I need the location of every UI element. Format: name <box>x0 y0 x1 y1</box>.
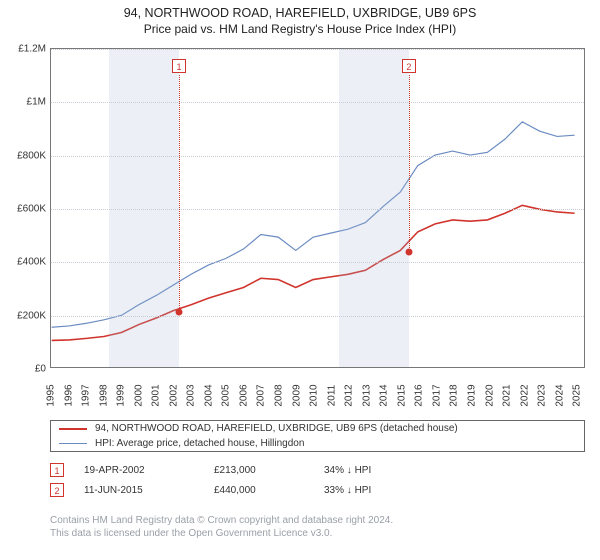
transaction-date: 19-APR-2002 <box>84 465 214 476</box>
x-axis-label: 2010 <box>309 384 320 406</box>
x-axis-label: 2001 <box>151 384 162 406</box>
legend: 94, NORTHWOOD ROAD, HAREFIELD, UXBRIDGE,… <box>50 420 585 452</box>
x-axis-label: 2002 <box>168 384 179 406</box>
legend-swatch <box>59 428 87 430</box>
y-axis-label: £200K <box>6 310 46 321</box>
y-gridline <box>51 209 584 210</box>
x-axis-label: 2007 <box>256 384 267 406</box>
legend-item: HPI: Average price, detached house, Hill… <box>51 436 584 451</box>
x-axis-label: 1999 <box>116 384 127 406</box>
legend-swatch <box>59 443 87 444</box>
y-axis-label: £400K <box>6 257 46 268</box>
x-axis-label: 2008 <box>274 384 285 406</box>
legend-item: 94, NORTHWOOD ROAD, HAREFIELD, UXBRIDGE,… <box>51 421 584 436</box>
legend-label: HPI: Average price, detached house, Hill… <box>95 438 304 449</box>
x-axis-label: 2004 <box>203 384 214 406</box>
y-axis-label: £0 <box>6 364 46 375</box>
x-axis-label: 1997 <box>81 384 92 406</box>
x-axis-label: 2024 <box>554 384 565 406</box>
shaded-range <box>109 49 179 367</box>
transaction-flag: 2 <box>50 483 64 497</box>
x-axis-label: 2005 <box>221 384 232 406</box>
x-axis-label: 2025 <box>572 384 583 406</box>
chart-plot-area: £0£200K£400K£600K£800K£1M£1.2M1995199619… <box>50 48 585 368</box>
x-axis-label: 2020 <box>484 384 495 406</box>
x-axis-label: 2011 <box>326 385 337 407</box>
x-axis-label: 2015 <box>396 384 407 406</box>
x-axis-label: 2012 <box>344 384 355 406</box>
x-axis-label: 2018 <box>449 384 460 406</box>
y-gridline <box>51 316 584 317</box>
x-axis-label: 2000 <box>133 384 144 406</box>
x-axis-label: 2013 <box>361 384 372 406</box>
x-axis-label: 2021 <box>502 384 513 406</box>
x-axis-label: 1996 <box>63 384 74 406</box>
x-axis-label: 1995 <box>46 384 57 406</box>
shaded-range <box>339 49 409 367</box>
footer: Contains HM Land Registry data © Crown c… <box>50 514 393 540</box>
price-marker <box>405 248 412 255</box>
y-gridline <box>51 156 584 157</box>
x-axis-label: 2006 <box>238 384 249 406</box>
transaction-diff: 34% ↓ HPI <box>324 465 434 476</box>
x-axis-label: 2014 <box>379 384 390 406</box>
transaction-row: 1 19-APR-2002£213,00034% ↓ HPI <box>50 460 585 480</box>
transaction-price: £213,000 <box>214 465 324 476</box>
x-axis-label: 2016 <box>414 384 425 406</box>
flag-marker: 2 <box>402 59 416 73</box>
x-axis-label: 2017 <box>431 384 442 406</box>
y-axis-label: £1M <box>6 97 46 108</box>
footer-line-2: This data is licensed under the Open Gov… <box>50 527 393 540</box>
x-axis-label: 2023 <box>537 384 548 406</box>
y-axis-label: £600K <box>6 204 46 215</box>
flag-connector-line <box>409 75 410 252</box>
flag-marker: 1 <box>172 59 186 73</box>
x-axis-label: 2003 <box>186 384 197 406</box>
transaction-row: 2 11-JUN-2015£440,00033% ↓ HPI <box>50 480 585 500</box>
transaction-price: £440,000 <box>214 485 324 496</box>
title-main: 94, NORTHWOOD ROAD, HAREFIELD, UXBRIDGE,… <box>0 6 600 20</box>
y-gridline <box>51 102 584 103</box>
x-axis-label: 1998 <box>98 384 109 406</box>
y-axis-label: £1.2M <box>6 44 46 55</box>
x-axis-label: 2022 <box>519 384 530 406</box>
y-gridline <box>51 49 584 50</box>
price-marker <box>176 309 183 316</box>
titles: 94, NORTHWOOD ROAD, HAREFIELD, UXBRIDGE,… <box>0 0 600 36</box>
transaction-flag: 1 <box>50 463 64 477</box>
y-gridline <box>51 262 584 263</box>
footer-line-1: Contains HM Land Registry data © Crown c… <box>50 514 393 527</box>
flag-connector-line <box>179 75 180 312</box>
x-axis-label: 2019 <box>466 384 477 406</box>
x-axis-label: 2009 <box>291 384 302 406</box>
transaction-date: 11-JUN-2015 <box>84 485 214 496</box>
title-sub: Price paid vs. HM Land Registry's House … <box>0 22 600 36</box>
transaction-diff: 33% ↓ HPI <box>324 485 434 496</box>
transactions-table: 1 19-APR-2002£213,00034% ↓ HPI 2 11-JUN-201… <box>50 460 585 500</box>
y-axis-label: £800K <box>6 150 46 161</box>
chart-container: 94, NORTHWOOD ROAD, HAREFIELD, UXBRIDGE,… <box>0 0 600 560</box>
legend-label: 94, NORTHWOOD ROAD, HAREFIELD, UXBRIDGE,… <box>95 423 458 434</box>
